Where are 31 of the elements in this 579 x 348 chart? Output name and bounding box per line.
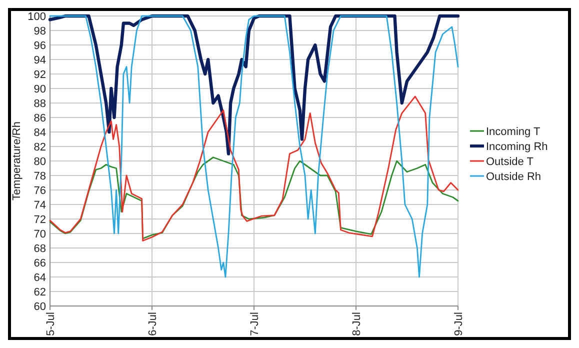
- y-tick-label: 90: [34, 83, 46, 96]
- y-tick-label: 94: [34, 54, 46, 66]
- x-tick-label: 6-Jul: [146, 312, 159, 336]
- y-tick-label: 76: [34, 184, 46, 197]
- y-tick-label: 74: [34, 199, 46, 212]
- y-tick-label: 98: [34, 25, 46, 38]
- legend-label: Outside T: [486, 156, 534, 168]
- y-tick-label: 86: [34, 112, 46, 124]
- x-tick-label: 8-Jul: [350, 312, 363, 336]
- y-tick-label: 62: [34, 286, 46, 298]
- legend-label: Incoming Rh: [486, 140, 548, 153]
- y-tick-label: 96: [34, 40, 46, 52]
- y-tick-label: 64: [34, 272, 46, 284]
- y-tick-label: 84: [34, 126, 46, 139]
- y-tick-label: 78: [34, 170, 46, 182]
- y-tick-label: 72: [34, 214, 46, 226]
- y-tick-label: 70: [34, 228, 46, 240]
- y-tick-label: 100: [28, 10, 46, 23]
- y-tick-label: 68: [34, 242, 46, 255]
- y-axis-title: Temperature/Rh: [11, 122, 23, 200]
- x-tick-label: 9-Jul: [452, 312, 465, 336]
- legend-label: Incoming T: [486, 126, 540, 138]
- y-tick-label: 82: [34, 141, 46, 154]
- x-tick-label: 5-Jul: [44, 312, 57, 336]
- y-tick-label: 80: [34, 156, 46, 168]
- legend-label: Outside Rh: [486, 170, 542, 183]
- x-tick-label: 7-Jul: [248, 312, 261, 336]
- y-tick-label: 92: [34, 68, 46, 81]
- y-tick-label: 88: [34, 98, 46, 110]
- y-tick-label: 60: [34, 300, 46, 313]
- y-tick-label: 66: [34, 257, 46, 270]
